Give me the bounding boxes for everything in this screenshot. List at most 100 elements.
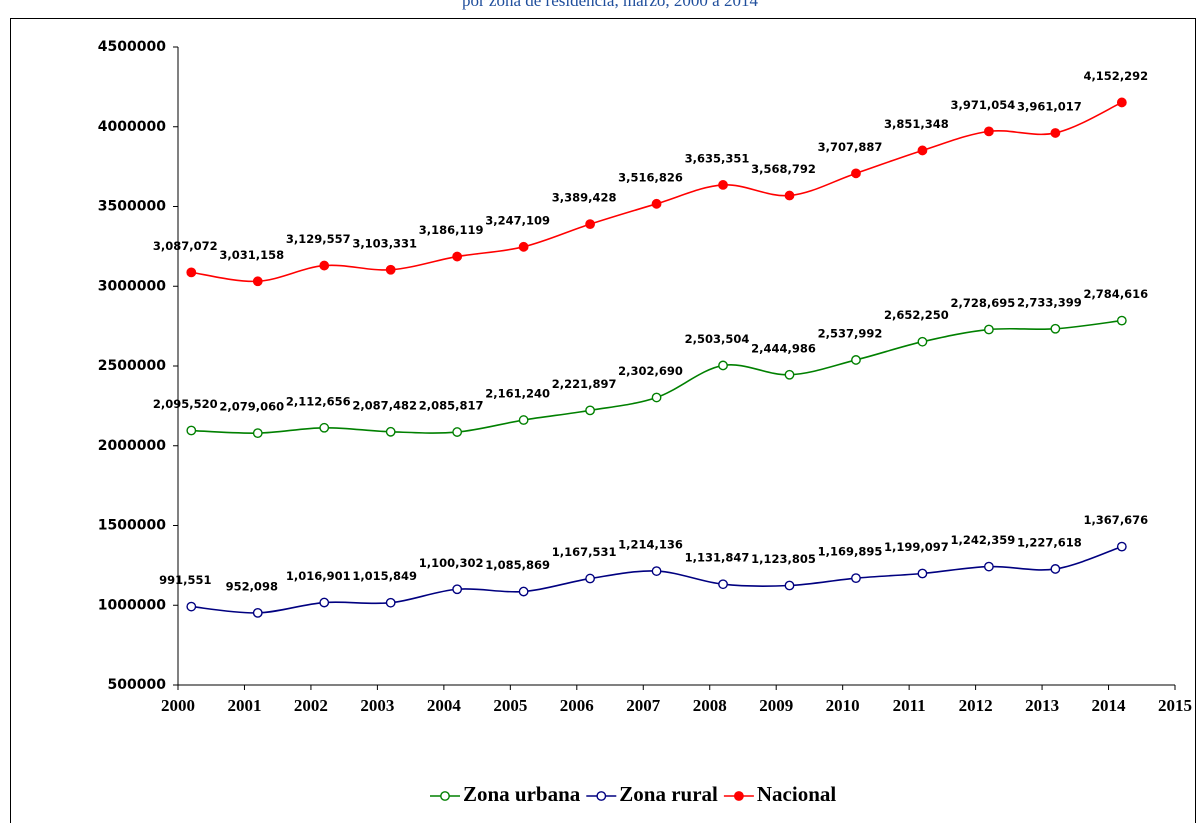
point-marker — [718, 579, 728, 590]
legend-marker — [733, 791, 744, 801]
data-label: 1,167,531 — [552, 545, 617, 559]
y-tick-label: 1500000 — [98, 518, 166, 534]
point-marker — [983, 324, 994, 335]
point-marker — [319, 260, 330, 271]
data-label: 1,199,097 — [884, 540, 949, 554]
point-marker — [851, 355, 861, 365]
data-label: 1,367,676 — [1083, 513, 1148, 527]
x-tick-label: 2013 — [1025, 696, 1059, 715]
legend-marker — [596, 791, 607, 801]
point-marker — [385, 597, 396, 608]
point-marker — [851, 573, 861, 584]
data-label: 2,302,690 — [618, 364, 683, 378]
data-label: 1,016,901 — [286, 569, 351, 583]
point-marker — [252, 276, 263, 287]
data-label: 3,186,119 — [419, 223, 484, 237]
legend-label: Zona urbana — [463, 782, 581, 806]
point-marker — [385, 264, 396, 275]
data-label: 3,851,348 — [884, 117, 949, 131]
y-tick-label: 500000 — [108, 677, 167, 693]
y-tick-label: 2500000 — [98, 358, 166, 374]
y-tick-label: 4000000 — [98, 119, 166, 135]
point-marker — [718, 360, 728, 371]
point-marker — [784, 580, 795, 591]
data-label: 2,087,482 — [352, 398, 417, 412]
data-label: 2,085,817 — [419, 399, 484, 413]
x-tick-label: 2009 — [759, 696, 793, 715]
point-marker — [1050, 564, 1061, 574]
point-marker — [319, 422, 330, 433]
data-label: 3,635,351 — [685, 151, 750, 165]
point-marker — [983, 126, 994, 137]
point-marker — [186, 425, 197, 436]
point-marker — [518, 415, 529, 425]
data-label: 3,389,428 — [552, 191, 617, 205]
point-marker — [784, 190, 795, 201]
data-label: 1,100,302 — [419, 556, 484, 570]
x-tick-label: 2015 — [1158, 696, 1192, 715]
x-tick-label: 2012 — [959, 696, 993, 715]
point-marker — [186, 601, 197, 612]
point-marker — [983, 561, 994, 572]
x-tick-label: 2014 — [1092, 696, 1127, 715]
data-label: 4,152,292 — [1083, 69, 1148, 83]
point-marker — [917, 568, 928, 579]
chart-border — [10, 18, 1196, 823]
legend-marker — [440, 791, 450, 801]
data-label: 2,652,250 — [884, 308, 949, 322]
point-marker — [452, 584, 463, 595]
data-label: 3,961,017 — [1017, 99, 1082, 113]
data-label: 2,503,504 — [685, 332, 750, 346]
y-tick-label: 1000000 — [98, 597, 166, 613]
data-label: 2,537,992 — [818, 326, 883, 340]
x-tick-label: 2006 — [560, 696, 594, 715]
y-tick-label: 2000000 — [98, 438, 166, 454]
point-marker — [319, 597, 330, 608]
point-marker — [1050, 323, 1061, 334]
data-label: 1,214,136 — [618, 538, 683, 552]
point-marker — [518, 586, 529, 597]
data-label: 1,131,847 — [685, 551, 750, 565]
data-label: 1,085,869 — [485, 558, 550, 572]
data-label: 1,169,895 — [818, 545, 883, 559]
x-tick-label: 2008 — [693, 696, 727, 715]
legend-label: Zona rural — [619, 782, 718, 806]
x-tick-label: 2000 — [161, 696, 195, 715]
point-marker — [1116, 315, 1127, 326]
data-label: 1,123,805 — [751, 552, 816, 566]
point-marker — [1116, 541, 1127, 552]
data-label: 2,079,060 — [219, 400, 284, 414]
point-marker — [252, 607, 263, 618]
series-line — [191, 101, 1123, 283]
point-marker — [784, 369, 795, 380]
point-marker — [851, 168, 861, 179]
y-tick-label: 3500000 — [98, 199, 166, 215]
data-label: 3,087,072 — [153, 239, 218, 253]
legend-label: Nacional — [757, 782, 837, 806]
data-label: 3,103,331 — [352, 236, 417, 250]
point-marker — [252, 428, 263, 439]
data-label: 1,242,359 — [951, 533, 1016, 547]
point-marker — [585, 573, 595, 584]
x-tick-label: 2004 — [427, 696, 462, 715]
point-marker — [585, 405, 595, 416]
point-marker — [518, 241, 529, 252]
data-label: 991,551 — [159, 573, 211, 587]
point-marker — [718, 180, 728, 190]
data-label: 1,227,618 — [1017, 535, 1082, 549]
chart-subtitle: por zona de residencia, marzo, 2000 a 20… — [462, 0, 758, 10]
point-marker — [452, 427, 463, 437]
data-label: 2,221,897 — [552, 377, 617, 391]
point-marker — [1116, 97, 1127, 108]
point-marker — [1050, 128, 1061, 138]
point-marker — [385, 426, 396, 437]
data-label: 2,161,240 — [485, 387, 550, 401]
data-label: 3,516,826 — [618, 170, 683, 184]
y-tick-label: 3000000 — [98, 278, 166, 294]
x-tick-label: 2010 — [826, 696, 860, 715]
data-label: 3,707,887 — [818, 140, 883, 154]
point-marker — [917, 145, 928, 156]
y-tick-label: 4500000 — [98, 39, 166, 55]
point-marker — [651, 392, 662, 403]
